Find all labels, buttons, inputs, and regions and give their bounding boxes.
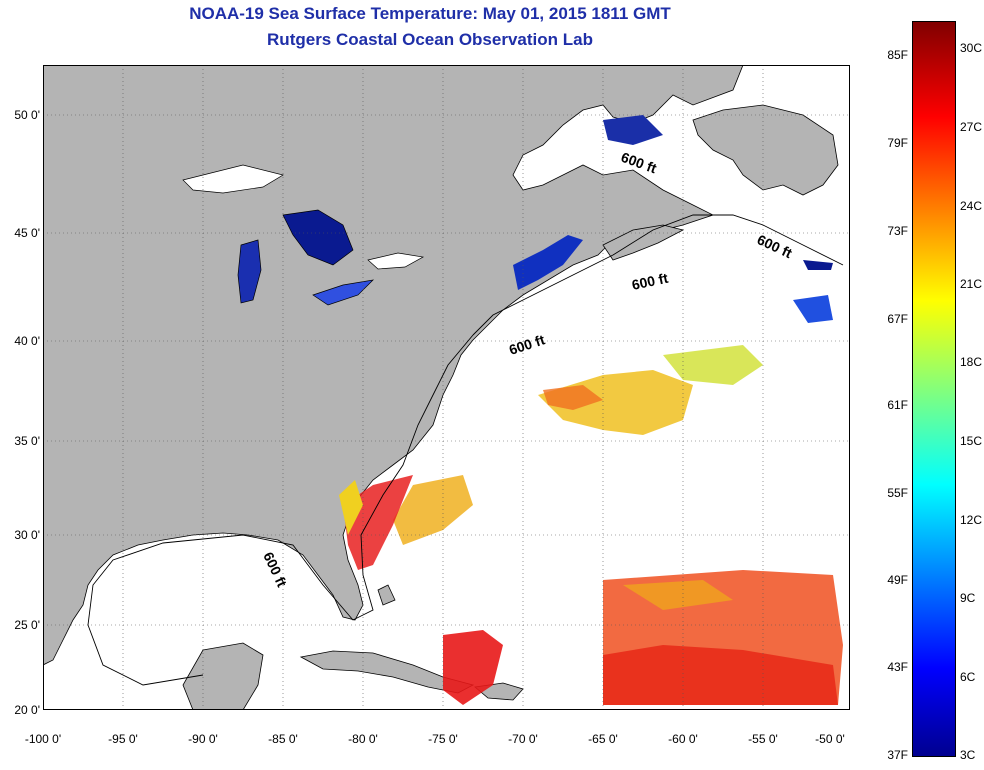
newfoundland-land — [692, 104, 839, 196]
lake-michigan — [237, 239, 262, 304]
lon-tick-90: -90 0' — [188, 732, 218, 746]
nova-scotia-land — [602, 224, 685, 261]
cb-c-6: 6C — [960, 670, 976, 684]
cb-f-55: 55F — [887, 486, 908, 500]
graticule — [43, 65, 850, 710]
cb-c-18: 18C — [960, 355, 983, 369]
temperature-colorbar — [912, 21, 956, 757]
cb-c-21: 21C — [960, 277, 983, 291]
cb-f-61: 61F — [887, 398, 908, 412]
cb-f-37: 37F — [887, 748, 908, 762]
lat-tick-35: 35 0' — [14, 434, 40, 448]
cb-c-30: 30C — [960, 41, 983, 55]
cb-f-49: 49F — [887, 573, 908, 587]
sst-map: 600 ft 600 ft 600 ft 600 ft 600 ft — [43, 65, 850, 710]
lon-tick-75: -75 0' — [428, 732, 458, 746]
sst-warm-patches — [339, 345, 843, 705]
map-subtitle: Rutgers Coastal Ocean Observation Lab — [267, 30, 593, 49]
lon-tick-80: -80 0' — [348, 732, 378, 746]
lon-tick-50: -50 0' — [815, 732, 845, 746]
lon-tick-65: -65 0' — [588, 732, 618, 746]
land-masses — [43, 65, 839, 710]
north-america-land — [43, 65, 744, 666]
great-lakes — [182, 164, 425, 306]
cb-f-73: 73F — [887, 224, 908, 238]
lake-ontario — [367, 252, 425, 270]
lat-tick-50: 50 0' — [14, 108, 40, 122]
lake-huron — [282, 209, 354, 266]
cb-f-43: 43F — [887, 660, 908, 674]
cb-c-9: 9C — [960, 591, 976, 605]
cb-c-15: 15C — [960, 434, 983, 448]
lat-tick-25: 25 0' — [14, 618, 40, 632]
cb-c-27: 27C — [960, 120, 983, 134]
lat-tick-45: 45 0' — [14, 226, 40, 240]
lon-tick-100: -100 0' — [24, 732, 62, 746]
lake-erie — [312, 279, 375, 306]
contour-600ft — [87, 214, 844, 686]
contour-label-3: 600 ft — [630, 270, 669, 293]
cb-f-79: 79F — [887, 136, 908, 150]
bahamas-land — [377, 584, 396, 606]
lat-tick-30: 30 0' — [14, 528, 40, 542]
map-title: NOAA-19 Sea Surface Temperature: May 01,… — [189, 4, 671, 23]
lon-tick-55: -55 0' — [748, 732, 778, 746]
map-border — [43, 65, 850, 710]
cb-f-85: 85F — [887, 48, 908, 62]
lat-tick-20: 20 0' — [14, 703, 40, 717]
cb-c-12: 12C — [960, 513, 983, 527]
lon-tick-95: -95 0' — [108, 732, 138, 746]
lon-tick-85: -85 0' — [268, 732, 298, 746]
lon-tick-70: -70 0' — [508, 732, 538, 746]
cb-f-67: 67F — [887, 312, 908, 326]
lat-tick-40: 40 0' — [14, 334, 40, 348]
sst-cold-patches — [513, 115, 833, 323]
cb-c-3: 3C — [960, 748, 976, 762]
lake-superior — [182, 164, 284, 194]
cb-c-24: 24C — [960, 199, 983, 213]
lon-tick-60: -60 0' — [668, 732, 698, 746]
